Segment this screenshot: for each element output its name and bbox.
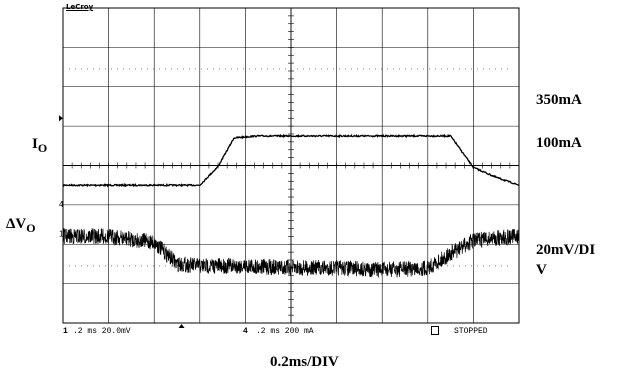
trigger-position-marker-icon — [178, 324, 185, 328]
run-state: STOPPED — [454, 327, 488, 336]
vscale-label-line2: V — [536, 262, 547, 278]
delta-vo-label: ΔVO — [6, 216, 36, 235]
level-high-label: 350mA — [536, 92, 582, 108]
vscale-label-line1: 20mV/DI — [536, 242, 596, 258]
brand-logo: LeCroy — [66, 3, 94, 11]
stopped-indicator-icon — [431, 326, 439, 335]
ch4-marker: 4 — [243, 327, 248, 336]
ch1-marker: 1 — [63, 327, 68, 336]
ch4-setting: .2 ms 200 mA — [256, 327, 314, 336]
ch1-setting: .2 ms 20.0mV — [73, 327, 131, 336]
level-low-label: 100mA — [536, 135, 582, 151]
trigger-level-marker-icon — [59, 115, 63, 122]
trace-io — [62, 133, 520, 188]
ch1-ground-marker: 1 — [59, 229, 64, 238]
io-label: IO — [32, 136, 48, 155]
trace-delta-vo — [62, 227, 520, 278]
ch4-ground-marker: 4 — [59, 200, 64, 209]
timebase-label: 0.2ms/DIV — [270, 354, 339, 370]
